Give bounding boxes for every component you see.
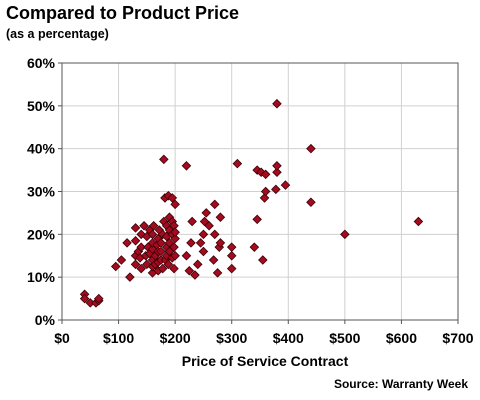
y-tick-label: 10%: [27, 269, 56, 285]
data-point: [259, 193, 270, 203]
data-point: [156, 246, 166, 257]
data-point: [215, 212, 226, 222]
data-point: [204, 221, 214, 231]
data-point: [252, 214, 262, 225]
data-point: [169, 242, 179, 252]
data-point: [280, 180, 291, 190]
data-point: [186, 238, 196, 248]
data-point: [208, 255, 219, 265]
data-point: [169, 263, 179, 274]
data-point: [136, 242, 146, 252]
data-point: [306, 143, 316, 154]
data-point: [271, 184, 281, 195]
data-point: [147, 238, 158, 248]
data-point: [306, 197, 316, 207]
data-point: [260, 186, 271, 197]
data-point: [232, 158, 243, 169]
data-point: [94, 293, 104, 304]
data-point: [125, 272, 135, 282]
data-point: [181, 161, 192, 171]
data-point: [163, 259, 174, 270]
data-point: [198, 246, 209, 257]
y-axis: 0% 10% 20% 30% 40% 50% 60%: [27, 55, 62, 328]
data-point: [79, 293, 90, 304]
data-point: [187, 216, 197, 227]
data-point: [170, 227, 180, 237]
x-tick-label: $200: [160, 330, 191, 346]
data-point: [212, 268, 223, 278]
data-point: [159, 154, 169, 165]
data-point: [272, 167, 282, 177]
x-tick-label: $0: [54, 330, 70, 346]
data-point: [272, 161, 282, 171]
data-point: [139, 221, 149, 231]
data-point: [215, 238, 226, 248]
data-point: [181, 250, 192, 261]
data-point: [156, 238, 166, 248]
x-tick-label: $100: [103, 330, 134, 346]
x-tick-label: $700: [442, 330, 473, 346]
data-point: [110, 261, 121, 272]
data-point: [136, 263, 146, 274]
data-point: [170, 233, 180, 244]
data-point: [260, 169, 271, 180]
source-note: Source: Warranty Week: [333, 377, 468, 391]
data-points: [79, 98, 424, 308]
data-point: [170, 199, 180, 210]
data-point: [226, 263, 237, 274]
data-point: [226, 242, 237, 252]
data-point: [130, 223, 141, 233]
chart-subtitle: (as a percentage): [6, 27, 109, 41]
data-point: [148, 221, 159, 231]
data-point: [116, 255, 127, 265]
data-point: [226, 250, 237, 261]
y-tick-label: 30%: [27, 184, 56, 200]
data-point: [157, 263, 168, 274]
y-tick-label: 60%: [27, 55, 56, 71]
data-point: [122, 238, 132, 248]
x-tick-label: $300: [216, 330, 247, 346]
data-point: [209, 199, 220, 210]
data-point: [130, 259, 141, 270]
data-point: [190, 270, 200, 280]
data-point: [209, 229, 220, 240]
x-tick-label: $400: [273, 330, 304, 346]
x-tick-label: $600: [386, 330, 417, 346]
data-point: [198, 229, 209, 240]
x-axis: $0 $100 $200 $300 $400 $500 $600 $700: [54, 320, 474, 346]
data-point: [147, 229, 158, 240]
data-point: [167, 193, 178, 203]
y-tick-label: 40%: [27, 141, 56, 157]
y-tick-label: 20%: [27, 226, 56, 242]
data-point: [201, 208, 212, 218]
data-point: [195, 238, 206, 248]
data-point: [193, 259, 203, 270]
data-point: [340, 229, 350, 240]
data-point: [184, 265, 195, 276]
data-point: [170, 250, 180, 261]
data-point: [258, 255, 268, 265]
data-point: [249, 242, 260, 252]
grid-lines: [62, 63, 458, 320]
data-point: [413, 216, 424, 227]
chart-title: Compared to Product Price: [6, 3, 240, 23]
y-tick-label: 50%: [27, 98, 56, 114]
data-point: [130, 235, 141, 246]
y-tick-label: 0%: [35, 312, 56, 328]
data-point: [272, 98, 282, 109]
x-tick-label: $500: [329, 330, 360, 346]
x-axis-label: Price of Service Contract: [182, 353, 349, 369]
